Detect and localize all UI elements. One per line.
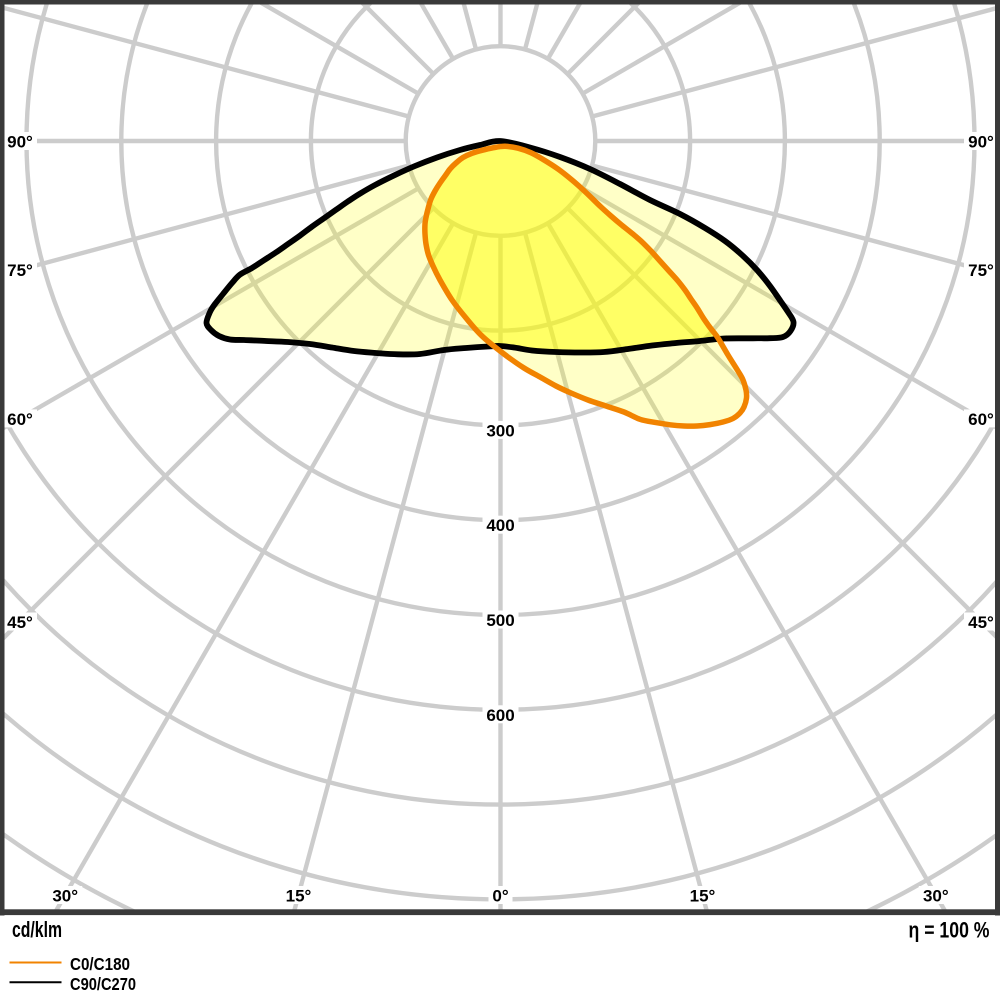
svg-text:0°: 0° bbox=[492, 887, 508, 906]
svg-text:75°: 75° bbox=[7, 261, 33, 280]
svg-text:15°: 15° bbox=[286, 887, 312, 906]
svg-text:300: 300 bbox=[486, 421, 514, 440]
svg-text:75°: 75° bbox=[968, 261, 994, 280]
svg-text:30°: 30° bbox=[923, 887, 949, 906]
svg-text:η = 100 %: η = 100 % bbox=[909, 917, 990, 942]
svg-text:400: 400 bbox=[486, 516, 514, 535]
svg-text:45°: 45° bbox=[7, 613, 33, 632]
svg-text:90°: 90° bbox=[968, 133, 994, 152]
svg-text:500: 500 bbox=[486, 611, 514, 630]
svg-text:15°: 15° bbox=[690, 887, 716, 906]
svg-text:600: 600 bbox=[486, 706, 514, 725]
svg-text:C90/C270: C90/C270 bbox=[70, 974, 136, 994]
svg-text:60°: 60° bbox=[968, 410, 994, 429]
svg-text:90°: 90° bbox=[7, 133, 33, 152]
svg-text:60°: 60° bbox=[7, 410, 33, 429]
svg-text:45°: 45° bbox=[968, 613, 994, 632]
svg-text:30°: 30° bbox=[52, 887, 78, 906]
svg-text:C0/C180: C0/C180 bbox=[70, 954, 130, 974]
svg-text:cd/klm: cd/klm bbox=[12, 917, 62, 942]
